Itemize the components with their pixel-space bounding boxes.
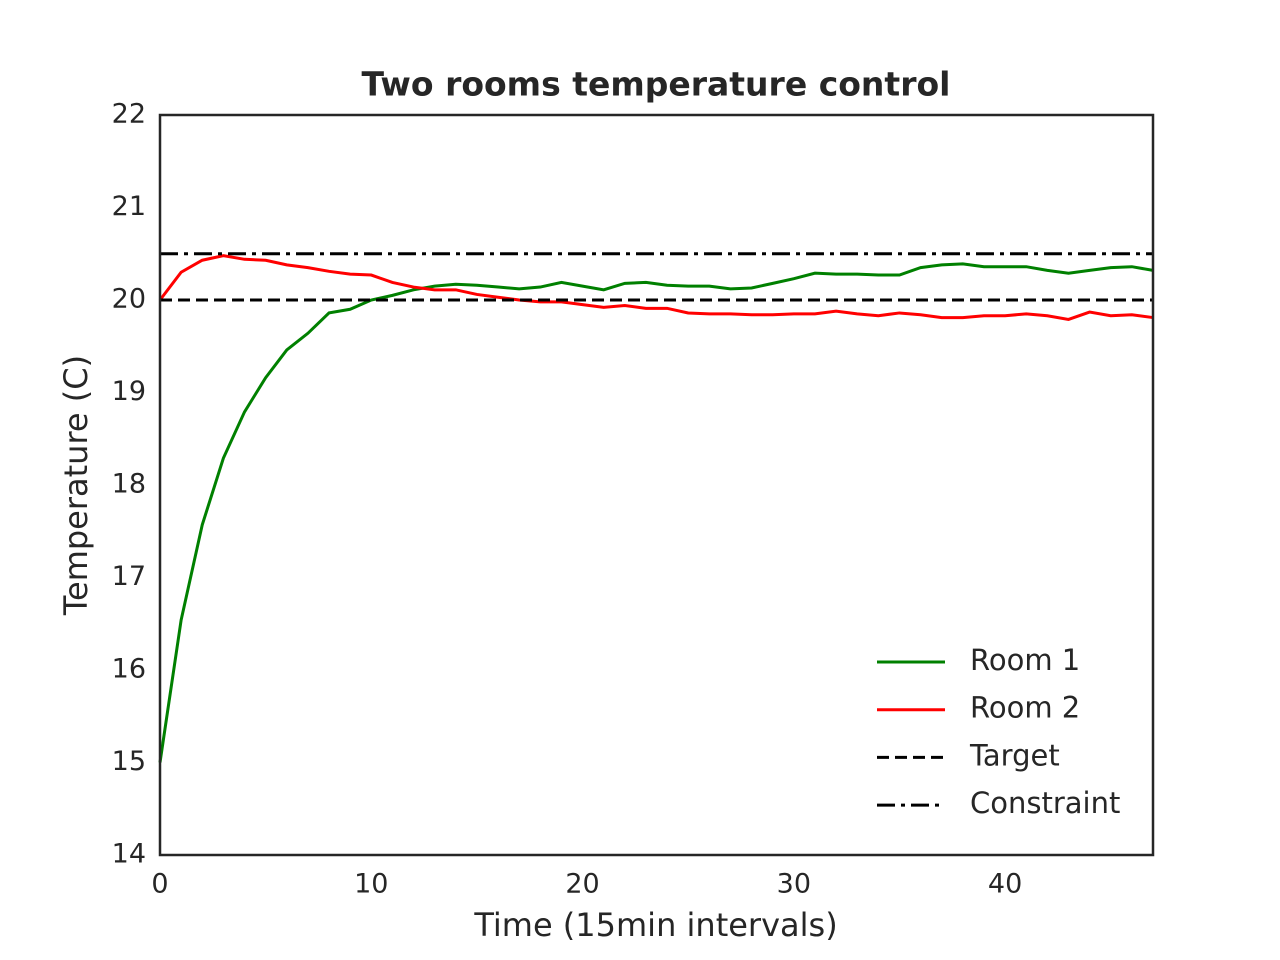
y-tick-label: 14 [112, 839, 146, 870]
y-tick-label: 19 [112, 376, 146, 407]
legend-label: Constraint [970, 786, 1120, 820]
plot-frame [158, 113, 1155, 857]
legend-label: Room 2 [970, 691, 1080, 725]
y-axis-label: Temperature (C) [57, 355, 95, 616]
x-tick-label: 0 [151, 869, 168, 900]
y-tick-label: 15 [112, 746, 146, 777]
x-tick-label: 30 [777, 869, 811, 900]
y-tick-label: 21 [112, 191, 146, 222]
y-tick-label: 22 [112, 99, 146, 130]
series-line [158, 262, 1154, 763]
y-tick-label: 17 [112, 561, 146, 592]
y-tick-label: 18 [112, 469, 146, 500]
x-tick-label: 20 [565, 869, 599, 900]
x-axis-label: Time (15min intervals) [473, 906, 837, 944]
chart-title: Two rooms temperature control [362, 65, 951, 104]
series-line [158, 254, 1154, 321]
y-tick-label: 16 [112, 654, 146, 685]
x-tick-label: 40 [988, 869, 1022, 900]
legend-label: Room 1 [970, 643, 1080, 677]
y-tick-label: 20 [112, 284, 146, 315]
legend-label: Target [969, 738, 1060, 772]
x-tick-label: 10 [354, 869, 388, 900]
